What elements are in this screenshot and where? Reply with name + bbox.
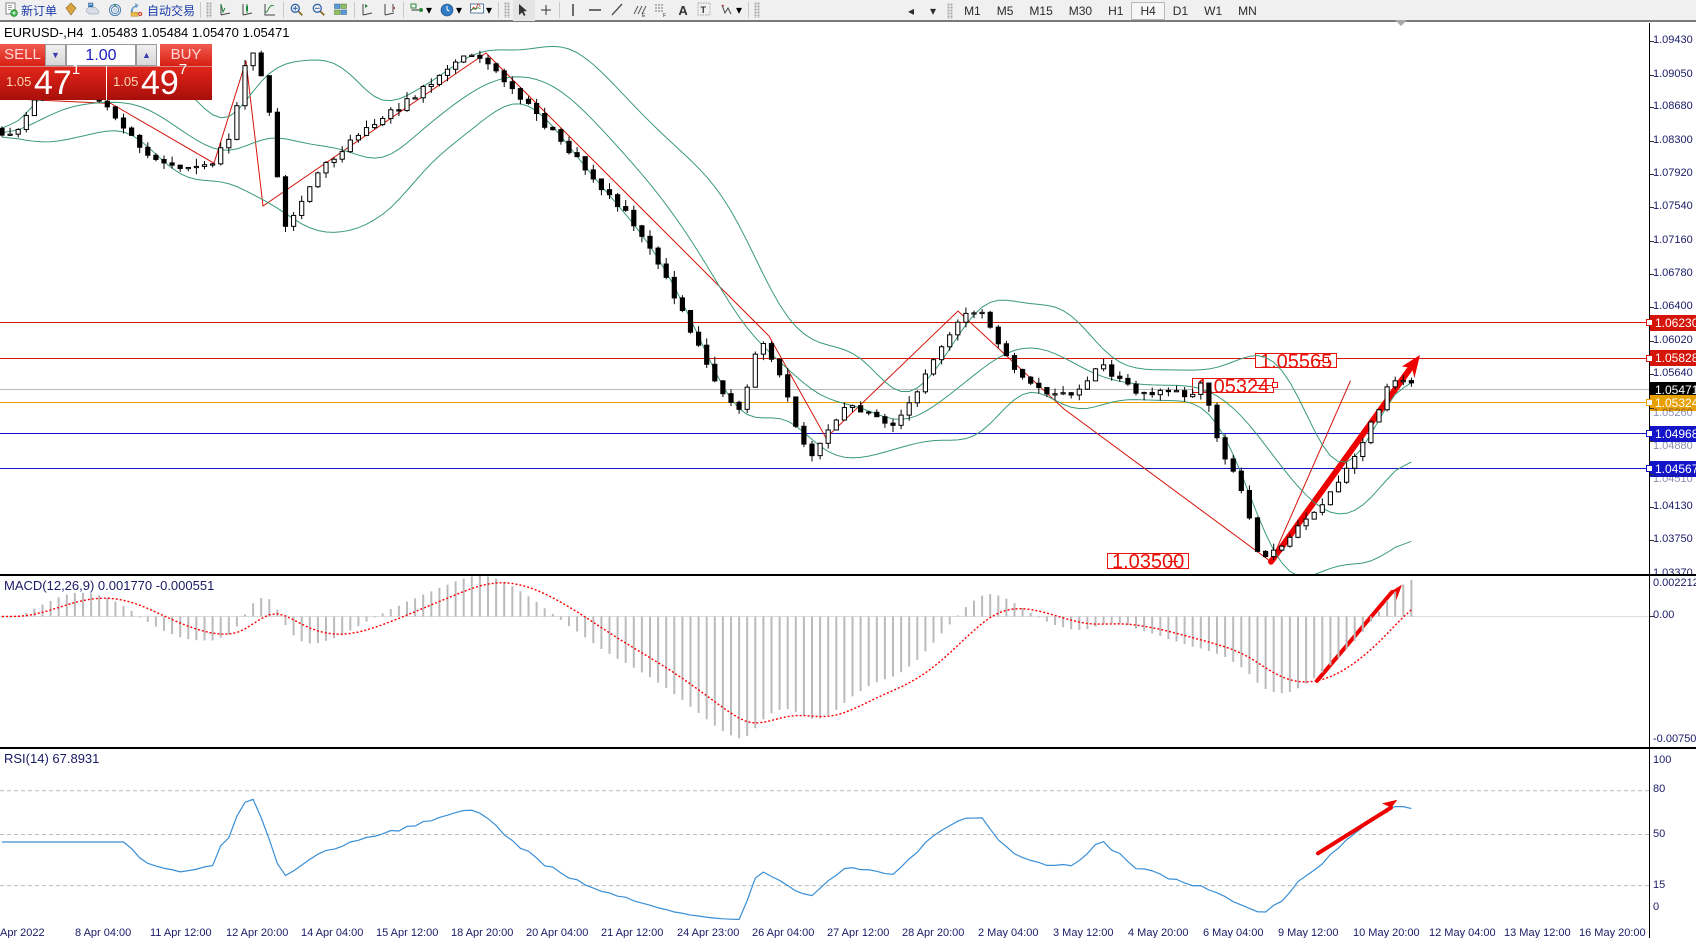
svg-text:E: E [642, 13, 646, 18]
svg-text:F: F [663, 13, 666, 18]
svg-text:T: T [701, 5, 707, 15]
